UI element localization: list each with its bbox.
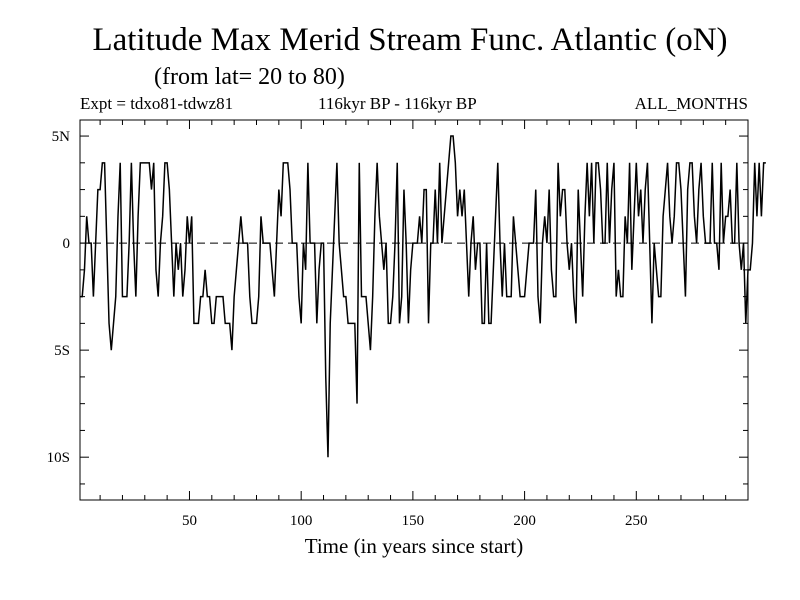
tick-labels: 50 100 150 200 250 5N 0 5S 10S <box>47 129 648 529</box>
chart-subtitle: (from lat= 20 to 80) <box>154 64 345 90</box>
y-tick-label: 0 <box>63 236 71 252</box>
tick-marks <box>80 120 749 500</box>
months-label: ALL_MONTHS <box>634 94 748 113</box>
x-tick-label: 100 <box>290 513 313 529</box>
plot-frame <box>79 119 749 501</box>
chart-title: Latitude Max Merid Stream Func. Atlantic… <box>92 22 728 58</box>
y-tick-label: 10S <box>47 450 70 466</box>
experiment-label: Expt = tdxo81-tdwz81 <box>80 94 234 113</box>
x-tick-label: 250 <box>625 513 648 529</box>
x-tick-label: 200 <box>513 513 536 529</box>
y-tick-label: 5S <box>54 343 70 359</box>
x-tick-label: 50 <box>182 513 197 529</box>
x-tick-label: 150 <box>402 513 425 529</box>
y-tick-label: 5N <box>52 129 71 145</box>
period-label: 116kyr BP - 116kyr BP <box>318 94 477 113</box>
x-axis-title: Time (in years since start) <box>305 534 524 558</box>
series-line <box>80 135 766 458</box>
